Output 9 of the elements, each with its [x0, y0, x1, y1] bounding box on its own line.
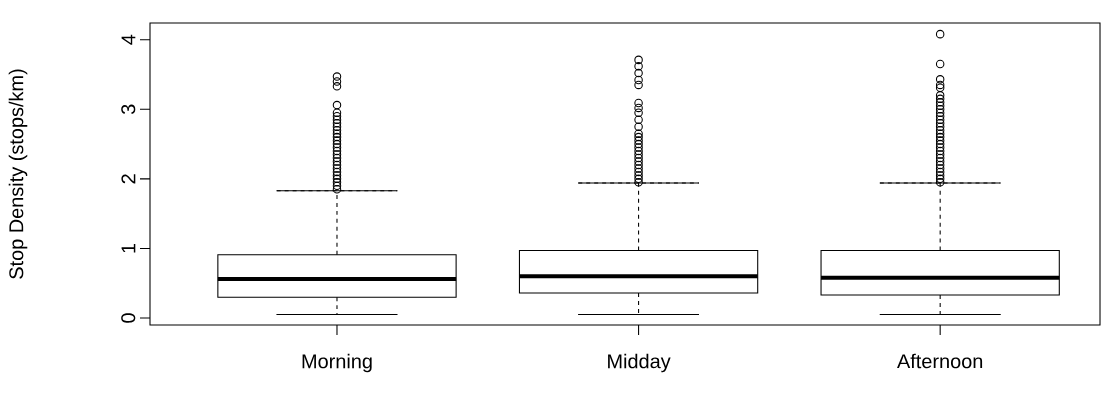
x-tick-label: Afternoon: [897, 353, 983, 369]
x-tick-label: Midday: [608, 353, 671, 373]
y-tick-label: 0: [121, 313, 136, 323]
x-tick-label: Morning: [302, 353, 372, 373]
y-tick-label: 2: [121, 174, 136, 184]
y-tick-label: 3: [121, 104, 136, 115]
y-tick-label: 1: [121, 243, 136, 253]
y-axis-title: Stop Density (stops/km): [8, 69, 28, 279]
y-tick-label: 4: [121, 34, 136, 45]
